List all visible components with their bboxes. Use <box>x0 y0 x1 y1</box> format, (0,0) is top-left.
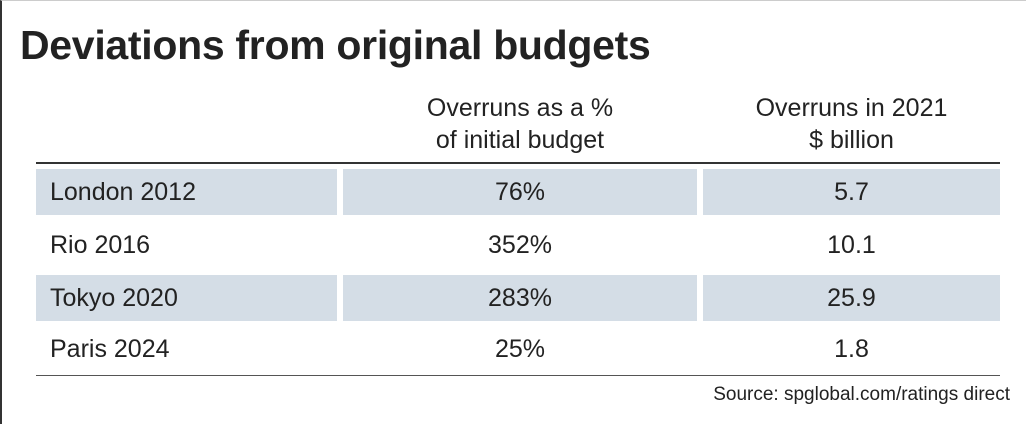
cell-percent: 25% <box>494 334 546 363</box>
bottom-rule <box>36 375 1000 376</box>
cell-billion: 10.1 <box>827 230 876 259</box>
cell-percent: 76% <box>343 169 697 215</box>
table-row: London 2012 76% 5.7 <box>36 169 1000 215</box>
column-header-percent: Overruns as a % of initial budget <box>426 94 614 154</box>
row-label: Paris 2024 <box>50 334 170 363</box>
row-label: London 2012 <box>36 169 337 215</box>
column-header-billion: Overruns in 2021 $ billion <box>755 94 948 154</box>
cell-billion: 25.9 <box>703 275 1000 321</box>
table-row: Tokyo 2020 283% 25.9 <box>36 275 1000 321</box>
cell-percent: 283% <box>343 275 697 321</box>
table-row: Rio 2016 352% 10.1 <box>36 222 1000 268</box>
header-rule <box>36 162 1000 164</box>
table-row: Paris 2024 25% 1.8 <box>36 326 1000 372</box>
table-title: Deviations from original budgets <box>20 22 651 68</box>
cell-billion: 5.7 <box>703 169 1000 215</box>
row-label: Rio 2016 <box>50 230 151 259</box>
row-label: Tokyo 2020 <box>36 275 337 321</box>
source-note: Source: spglobal.com/ratings direct <box>713 384 1010 405</box>
cell-billion: 1.8 <box>834 334 869 363</box>
cell-percent: 352% <box>488 230 552 259</box>
